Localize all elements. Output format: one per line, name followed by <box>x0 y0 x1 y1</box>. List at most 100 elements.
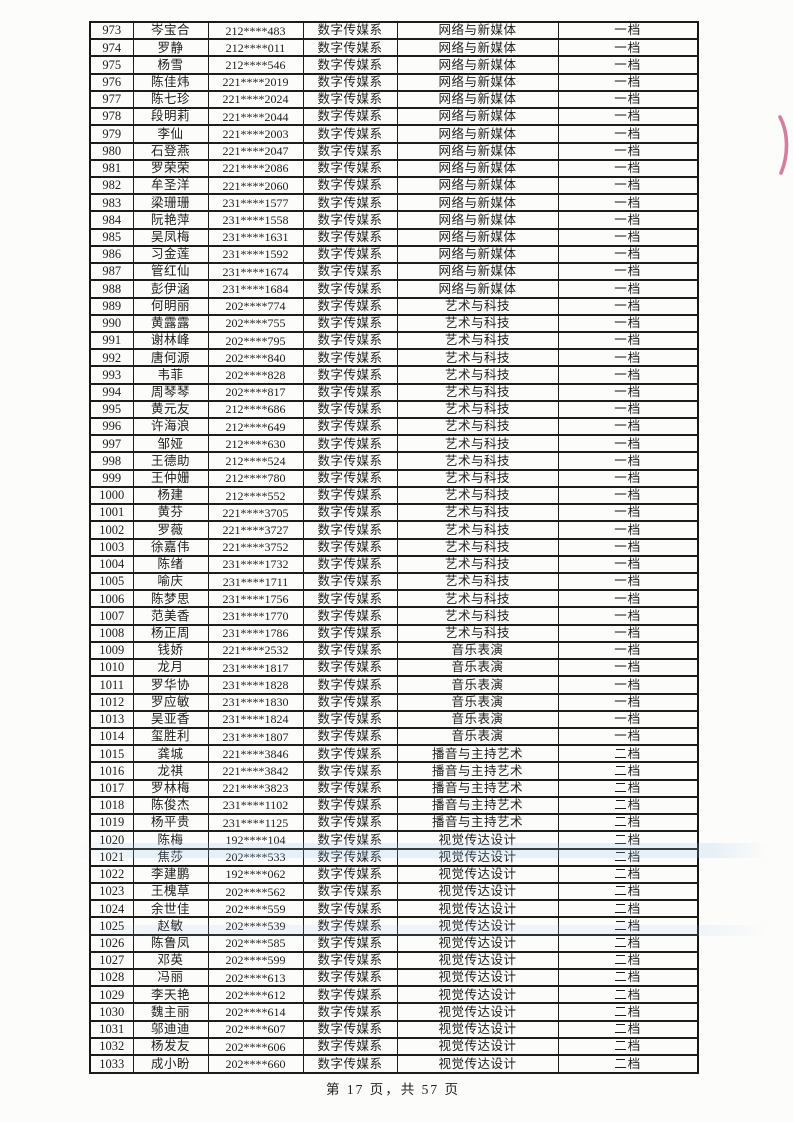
cell-id: 202****840 <box>207 348 304 368</box>
cell-dept: 数字传媒系 <box>302 296 398 316</box>
cell-dept: 数字传媒系 <box>302 279 398 299</box>
cell-dept: 数字传媒系 <box>302 847 398 867</box>
cell-major: 网络与新媒体 <box>396 210 559 230</box>
cell-major: 艺术与科技 <box>396 485 559 506</box>
cell-no: 981 <box>89 158 134 178</box>
cell-tier: 一档 <box>557 89 699 110</box>
cell-id: 221****2003 <box>207 124 304 144</box>
cell-id: 202****607 <box>207 1019 304 1039</box>
cell-dept: 数字传媒系 <box>302 1019 398 1039</box>
cell-name: 喻庆 <box>132 571 209 592</box>
cell-name: 吴亚香 <box>132 709 209 729</box>
cell-id: 221****2019 <box>207 72 304 92</box>
cell-tier: 一档 <box>557 55 699 75</box>
cell-no: 993 <box>89 365 134 385</box>
cell-major: 视觉传达设计 <box>396 847 559 867</box>
table-row: 1004 陈绪 231****1732 数字传媒系 艺术与科技 一档 <box>89 554 699 575</box>
cell-name: 李仙 <box>132 124 209 144</box>
cell-major: 视觉传达设计 <box>396 950 559 971</box>
table-row: 1017 罗林梅 221****3823 数字传媒系 播音与主持艺术 二档 <box>89 778 699 798</box>
table-row: 1005 喻庆 231****1711 数字传媒系 艺术与科技 一档 <box>89 571 699 592</box>
cell-major: 音乐表演 <box>396 658 559 678</box>
table-row: 1000 杨建 212****552 数字传媒系 艺术与科技 一档 <box>89 485 699 506</box>
cell-tier: 一档 <box>557 640 699 661</box>
cell-tier: 一档 <box>557 72 699 92</box>
cell-dept: 数字传媒系 <box>302 968 398 988</box>
cell-no: 973 <box>89 20 134 41</box>
cell-name: 石登燕 <box>132 141 209 161</box>
cell-dept: 数字传媒系 <box>302 985 398 1005</box>
cell-tier: 一档 <box>557 313 699 333</box>
table-row: 1025 赵敏 202****539 数字传媒系 视觉传达设计 二档 <box>89 916 699 936</box>
cell-name: 黄元友 <box>132 399 209 420</box>
cell-name: 余世佳 <box>132 899 209 919</box>
cell-tier: 一档 <box>557 227 699 247</box>
cell-tier: 一档 <box>557 382 699 402</box>
cell-major: 视觉传达设计 <box>396 933 559 953</box>
cell-name: 杨正周 <box>132 623 209 643</box>
cell-name: 邹娅 <box>132 434 209 454</box>
table-row: 1028 冯丽 202****613 数字传媒系 视觉传达设计 二档 <box>89 968 699 988</box>
cell-no: 1021 <box>89 847 134 867</box>
cell-dept: 数字传媒系 <box>302 950 398 971</box>
cell-dept: 数字传媒系 <box>302 1002 398 1022</box>
cell-name: 玺胜利 <box>132 726 209 747</box>
cell-tier: 一档 <box>557 537 699 557</box>
cell-no: 984 <box>89 210 134 230</box>
cell-major: 网络与新媒体 <box>396 158 559 178</box>
table-row: 1027 邓英 202****599 数字传媒系 视觉传达设计 二档 <box>89 950 699 971</box>
cell-tier: 二档 <box>557 899 699 919</box>
cell-no: 1017 <box>89 778 134 798</box>
cell-dept: 数字传媒系 <box>302 761 398 781</box>
cell-dept: 数字传媒系 <box>302 434 398 454</box>
table-row: 995 黄元友 212****686 数字传媒系 艺术与科技 一档 <box>89 399 699 420</box>
cell-name: 韦菲 <box>132 365 209 385</box>
cell-dept: 数字传媒系 <box>302 72 398 92</box>
cell-tier: 二档 <box>557 795 699 816</box>
cell-no: 985 <box>89 227 134 247</box>
cell-major: 艺术与科技 <box>396 451 559 471</box>
cell-tier: 一档 <box>557 348 699 368</box>
cell-no: 1004 <box>89 554 134 575</box>
table-row: 1012 罗应敏 231****1830 数字传媒系 音乐表演 一档 <box>89 692 699 712</box>
table-row: 993 韦菲 202****828 数字传媒系 艺术与科技 一档 <box>89 365 699 385</box>
cell-major: 网络与新媒体 <box>396 20 559 41</box>
table-row: 998 王德助 212****524 数字传媒系 艺术与科技 一档 <box>89 451 699 471</box>
cell-tier: 一档 <box>557 20 699 41</box>
table-row: 1010 龙月 231****1817 数字传媒系 音乐表演 一档 <box>89 658 699 678</box>
cell-dept: 数字传媒系 <box>302 675 398 695</box>
cell-dept: 数字传媒系 <box>302 417 398 437</box>
cell-no: 1020 <box>89 830 134 850</box>
cell-no: 1025 <box>89 916 134 936</box>
cell-id: 202****613 <box>207 968 304 988</box>
cell-no: 988 <box>89 279 134 299</box>
cell-id: 202****817 <box>207 382 304 402</box>
cell-id: 231****1577 <box>207 193 304 213</box>
cell-id: 231****1674 <box>207 262 304 282</box>
cell-dept: 数字传媒系 <box>302 881 398 902</box>
cell-id: 221****2060 <box>207 175 304 196</box>
table-row: 1019 杨平贵 231****1125 数字传媒系 播音与主持艺术 二档 <box>89 813 699 833</box>
cell-tier: 二档 <box>557 916 699 936</box>
cell-major: 艺术与科技 <box>396 348 559 368</box>
cell-name: 管红仙 <box>132 262 209 282</box>
cell-dept: 数字传媒系 <box>302 830 398 850</box>
cell-id: 202****828 <box>207 365 304 385</box>
cell-major: 播音与主持艺术 <box>396 795 559 816</box>
cell-dept: 数字传媒系 <box>302 899 398 919</box>
cell-major: 视觉传达设计 <box>396 1002 559 1022</box>
cell-tier: 二档 <box>557 744 699 764</box>
cell-tier: 二档 <box>557 864 699 884</box>
cell-tier: 二档 <box>557 933 699 953</box>
table-row: 988 彭伊涵 231****1684 数字传媒系 网络与新媒体 一档 <box>89 279 699 299</box>
cell-tier: 二档 <box>557 813 699 833</box>
cell-id: 202****599 <box>207 950 304 971</box>
cell-id: 221****2044 <box>207 107 304 127</box>
cell-major: 艺术与科技 <box>396 554 559 575</box>
cell-major: 艺术与科技 <box>396 537 559 557</box>
cell-major: 网络与新媒体 <box>396 262 559 282</box>
cell-major: 艺术与科技 <box>396 571 559 592</box>
cell-tier: 一档 <box>557 244 699 265</box>
cell-dept: 数字传媒系 <box>302 571 398 592</box>
cell-dept: 数字传媒系 <box>302 210 398 230</box>
